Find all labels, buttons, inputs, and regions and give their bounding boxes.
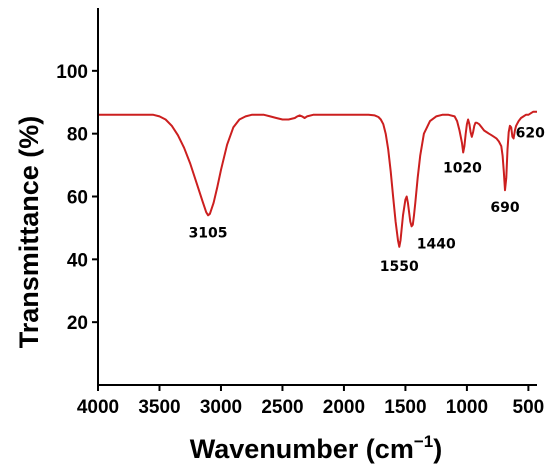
peak-label-1440: 1440 — [417, 236, 456, 252]
peak-label-1020: 1020 — [443, 161, 482, 177]
x-tick-label: 1500 — [384, 397, 426, 418]
x-axis-title-superscript: −1 — [414, 432, 433, 451]
y-tick-label: 100 — [56, 62, 88, 83]
peak-label-620: 620 — [516, 125, 545, 141]
peak-annotations: 3105 1550 1440 1020 690 620 — [189, 125, 546, 274]
x-tick-label: 3500 — [138, 397, 180, 418]
x-tick-label: 2000 — [323, 397, 365, 418]
x-tick-label: 4000 — [77, 397, 119, 418]
y-tick-label: 40 — [67, 250, 88, 271]
y-axis-ticks: 20 40 60 80 100 — [56, 62, 98, 334]
x-tick-label: 500 — [513, 397, 545, 418]
peak-label-1550: 1550 — [380, 259, 419, 275]
x-tick-label: 3000 — [200, 397, 242, 418]
x-axis-title: Wavenumber (cm−1) — [190, 432, 442, 464]
x-axis-title-close: ) — [433, 434, 442, 464]
peak-label-690: 690 — [490, 200, 519, 216]
y-tick-label: 80 — [67, 125, 88, 146]
y-tick-label: 20 — [67, 313, 88, 334]
x-axis-ticks: 4000 3500 3000 2500 2000 1500 1000 500 — [77, 385, 544, 418]
series-line-transmittance — [98, 110, 537, 248]
y-tick-label: 60 — [67, 188, 88, 209]
x-tick-label: 1000 — [446, 397, 488, 418]
x-tick-label: 2500 — [261, 397, 303, 418]
y-axis-title: Transmittance (%) — [14, 116, 44, 349]
peak-label-3105: 3105 — [189, 225, 228, 241]
x-axis-title-main: Wavenumber (cm — [190, 434, 414, 464]
